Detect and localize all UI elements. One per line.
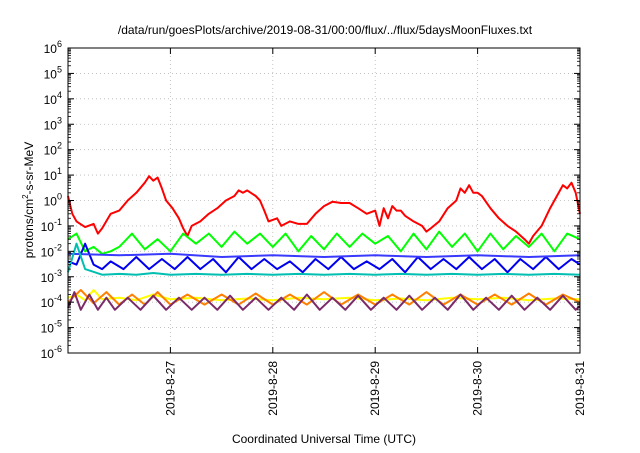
y-tick-label-base: 10 — [41, 322, 55, 336]
x-axis-ticks: 2019-8-27 2019-8-28 2019-8-29 2019-8-30 2019… — [163, 48, 587, 416]
y-tick-label-exponent: -1 — [54, 217, 62, 227]
y-tick-label-exponent: 0 — [57, 192, 62, 202]
x-axis-label: Coordinated Universal Time (UTC) — [232, 432, 416, 446]
y-tick-label-base: 10 — [44, 195, 58, 209]
series-line — [67, 252, 581, 258]
series-line — [67, 242, 581, 274]
series-group — [67, 175, 581, 311]
chart-title: /data/run/goesPlots/archive/2019-08-31/0… — [118, 23, 533, 37]
y-tick-label: 103 — [44, 115, 62, 132]
y-tick-label-exponent: -6 — [54, 344, 62, 354]
y-tick-label-exponent: 1 — [57, 166, 62, 176]
series-line — [67, 289, 581, 306]
y-tick-label: 10-3 — [41, 268, 62, 285]
y-axis-label-main: protons/cm — [22, 199, 36, 258]
y-tick-label-exponent: 6 — [57, 39, 62, 49]
x-tick-label: 2019-8-29 — [368, 361, 382, 416]
series-line — [67, 242, 581, 276]
y-tick-label-exponent: 2 — [57, 141, 62, 151]
grid — [68, 48, 580, 353]
y-tick-label-base: 10 — [44, 118, 58, 132]
y-axis-label-sup: 2 — [21, 194, 30, 199]
y-tick-label: 10-1 — [41, 217, 62, 234]
y-tick-label-base: 10 — [41, 347, 55, 361]
y-tick-label: 10-4 — [41, 293, 62, 310]
y-tick-label-exponent: 5 — [57, 64, 62, 74]
y-tick-label: 101 — [44, 166, 62, 183]
y-tick-label-base: 10 — [41, 271, 55, 285]
series-line — [67, 175, 581, 245]
y-tick-label: 104 — [44, 90, 62, 107]
y-tick-label-exponent: -5 — [54, 319, 62, 329]
y-tick-label: 102 — [44, 141, 62, 158]
y-tick-label-base: 10 — [44, 169, 58, 183]
y-tick-label: 100 — [44, 192, 62, 209]
x-tick-label: 2019-8-28 — [266, 361, 280, 416]
y-tick-label-base: 10 — [44, 42, 58, 56]
y-axis-ticks: 10-610-510-410-310-210-11001011021031041… — [41, 39, 580, 361]
y-tick-label-exponent: 3 — [57, 115, 62, 125]
y-tick-label-exponent: -3 — [54, 268, 62, 278]
y-axis-label-rest: -s-sr-MeV — [22, 142, 36, 195]
y-tick-label-exponent: -4 — [54, 293, 62, 303]
y-tick-label: 10-2 — [41, 242, 62, 259]
x-tick-label: 2019-8-30 — [471, 361, 485, 416]
y-tick-label: 106 — [44, 39, 62, 56]
y-tick-label-base: 10 — [44, 93, 58, 107]
y-tick-label-base: 10 — [41, 296, 55, 310]
series-line — [67, 230, 581, 255]
y-tick-label: 10-5 — [41, 319, 62, 336]
series-line — [67, 289, 581, 302]
y-axis-label: protons/cm2-s-sr-MeV — [21, 142, 36, 258]
series-line — [67, 291, 581, 311]
y-tick-label: 10-6 — [41, 344, 62, 361]
x-tick-label: 2019-8-27 — [163, 361, 177, 416]
y-tick-label-exponent: 4 — [57, 90, 62, 100]
y-tick-label-base: 10 — [41, 245, 55, 259]
y-tick-label: 105 — [44, 64, 62, 81]
x-tick-label: 2019-8-31 — [573, 361, 587, 416]
y-tick-label-base: 10 — [44, 144, 58, 158]
y-tick-label-base: 10 — [41, 220, 55, 234]
y-tick-label-base: 10 — [44, 67, 58, 81]
y-tick-label-exponent: -2 — [54, 242, 62, 252]
